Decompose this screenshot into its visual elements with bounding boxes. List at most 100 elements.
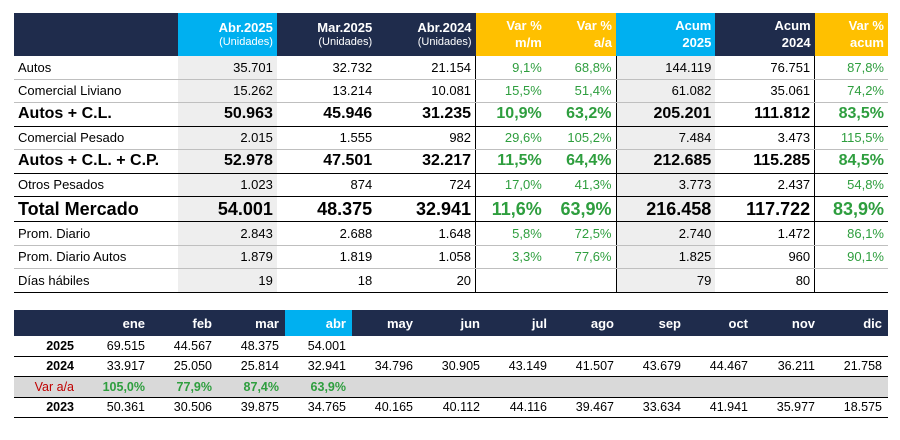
cell-var-mm: 15,5% — [475, 79, 546, 103]
cell-abr2024: 32.217 — [376, 149, 477, 174]
cell-acum2024: 80 — [715, 268, 816, 293]
month-cell: 32.941 — [285, 356, 352, 377]
month-cell: 35.977 — [754, 397, 821, 418]
cell-var-acum: 83,5% — [814, 102, 888, 127]
cell-mar2025: 18 — [276, 268, 377, 293]
month-row-2025: 2025 69.515 44.567 48.375 54.001 — [14, 336, 888, 357]
month-header: jul — [486, 310, 553, 336]
month-cell: 77,9% — [151, 376, 218, 398]
month-cell: 63,9% — [285, 376, 352, 398]
month-header: ene — [84, 310, 151, 336]
cell-acum2024: 76.751 — [715, 56, 816, 80]
month-header: nov — [754, 310, 821, 336]
month-row-2023: 2023 50.361 30.506 39.875 34.765 40.165 … — [14, 397, 888, 418]
cell-mar2025: 32.732 — [276, 56, 377, 80]
row-prom-diario: Prom. Diario 2.843 2.688 1.648 5,8% 72,5… — [14, 221, 888, 246]
header-abr2025: Abr.2025 (Unidades) — [177, 13, 277, 56]
year-label: Var a/a — [14, 376, 84, 398]
cell-acum2024: 960 — [715, 245, 816, 269]
row-label: Días hábiles — [14, 268, 178, 293]
cell-acum2025: 216.458 — [616, 196, 716, 222]
month-cell: 44.567 — [151, 336, 218, 357]
cell-acum2024: 3.473 — [715, 126, 816, 150]
cell-var-mm: 5,8% — [475, 221, 546, 246]
cell-mar2025: 2.688 — [276, 221, 377, 246]
month-header: feb — [151, 310, 218, 336]
row-autos: Autos 35.701 32.732 21.154 9,1% 68,8% 14… — [14, 56, 888, 80]
cell-abr2025: 2.843 — [177, 221, 277, 246]
cell-abr2024: 1.648 — [376, 221, 477, 246]
header-acum2025: Acum 2025 — [616, 13, 716, 56]
row-prom-diario-autos: Prom. Diario Autos 1.879 1.819 1.058 3,3… — [14, 245, 888, 269]
month-cell — [553, 336, 620, 357]
row-label: Autos + C.L. + C.P. — [14, 149, 178, 174]
cell-abr2024: 1.058 — [376, 245, 477, 269]
month-cell: 41.507 — [553, 356, 620, 377]
row-otros-pesados: Otros Pesados 1.023 874 724 17,0% 41,3% … — [14, 173, 888, 197]
cell-var-acum — [814, 268, 888, 293]
month-cell — [419, 376, 486, 398]
row-autos-cl-cp: Autos + C.L. + C.P. 52.978 47.501 32.217… — [14, 149, 888, 174]
header-mar2025: Mar.2025 (Unidades) — [276, 13, 377, 56]
cell-abr2024: 31.235 — [376, 102, 477, 127]
cell-mar2025: 874 — [276, 173, 377, 197]
cell-abr2024: 982 — [376, 126, 477, 150]
cell-acum2025: 205.201 — [616, 102, 716, 127]
cell-var-acum: 54,8% — [814, 173, 888, 197]
month-cell — [687, 336, 754, 357]
cell-mar2025: 45.946 — [276, 102, 377, 127]
month-cell — [553, 376, 620, 398]
row-label: Comercial Liviano — [14, 79, 178, 103]
cell-acum2024: 115.285 — [715, 149, 816, 174]
month-header: mar — [218, 310, 285, 336]
cell-mar2025: 1.819 — [276, 245, 377, 269]
month-cell — [620, 376, 687, 398]
month-cell — [687, 376, 754, 398]
cell-mar2025: 47.501 — [276, 149, 377, 174]
month-header-year — [14, 310, 84, 336]
row-total-mercado: Total Mercado 54.001 48.375 32.941 11,6%… — [14, 196, 888, 222]
cell-acum2024: 117.722 — [715, 196, 816, 222]
cell-abr2025: 15.262 — [177, 79, 277, 103]
month-cell: 41.941 — [687, 397, 754, 418]
cell-var-mm — [475, 268, 546, 293]
year-label: 2024 — [14, 356, 84, 377]
cell-var-acum: 86,1% — [814, 221, 888, 246]
month-cell — [821, 376, 888, 398]
cell-mar2025: 13.214 — [276, 79, 377, 103]
month-cell: 18.575 — [821, 397, 888, 418]
month-cell: 30.905 — [419, 356, 486, 377]
month-cell: 44.116 — [486, 397, 553, 418]
cell-var-aa: 105,2% — [545, 126, 617, 150]
month-header: oct — [687, 310, 754, 336]
header-var-acum: Var % acum — [814, 13, 888, 56]
cell-acum2025: 212.685 — [616, 149, 716, 174]
cell-abr2025: 2.015 — [177, 126, 277, 150]
row-label: Comercial Pesado — [14, 126, 178, 150]
header-var-aa: Var % a/a — [545, 13, 616, 56]
month-cell: 33.634 — [620, 397, 687, 418]
month-cell — [352, 336, 419, 357]
cell-var-mm: 11,5% — [475, 149, 546, 174]
month-cell: 21.758 — [821, 356, 888, 377]
month-cell: 69.515 — [84, 336, 151, 357]
month-cell: 44.467 — [687, 356, 754, 377]
cell-abr2024: 32.941 — [376, 196, 477, 222]
cell-acum2024: 111.812 — [715, 102, 816, 127]
cell-abr2025: 50.963 — [177, 102, 277, 127]
cell-acum2025: 7.484 — [616, 126, 716, 150]
cell-acum2024: 1.472 — [715, 221, 816, 246]
cell-abr2025: 19 — [177, 268, 277, 293]
cell-acum2024: 2.437 — [715, 173, 816, 197]
row-label: Autos + C.L. — [14, 102, 178, 127]
month-cell: 105,0% — [84, 376, 151, 398]
month-row-2024: 2024 33.917 25.050 25.814 32.941 34.796 … — [14, 356, 888, 377]
month-cell — [821, 336, 888, 357]
cell-abr2024: 724 — [376, 173, 477, 197]
cell-var-mm: 10,9% — [475, 102, 546, 127]
month-cell: 54.001 — [285, 336, 352, 357]
cell-mar2025: 48.375 — [276, 196, 377, 222]
month-cell: 30.506 — [151, 397, 218, 418]
row-label: Total Mercado — [14, 196, 178, 222]
